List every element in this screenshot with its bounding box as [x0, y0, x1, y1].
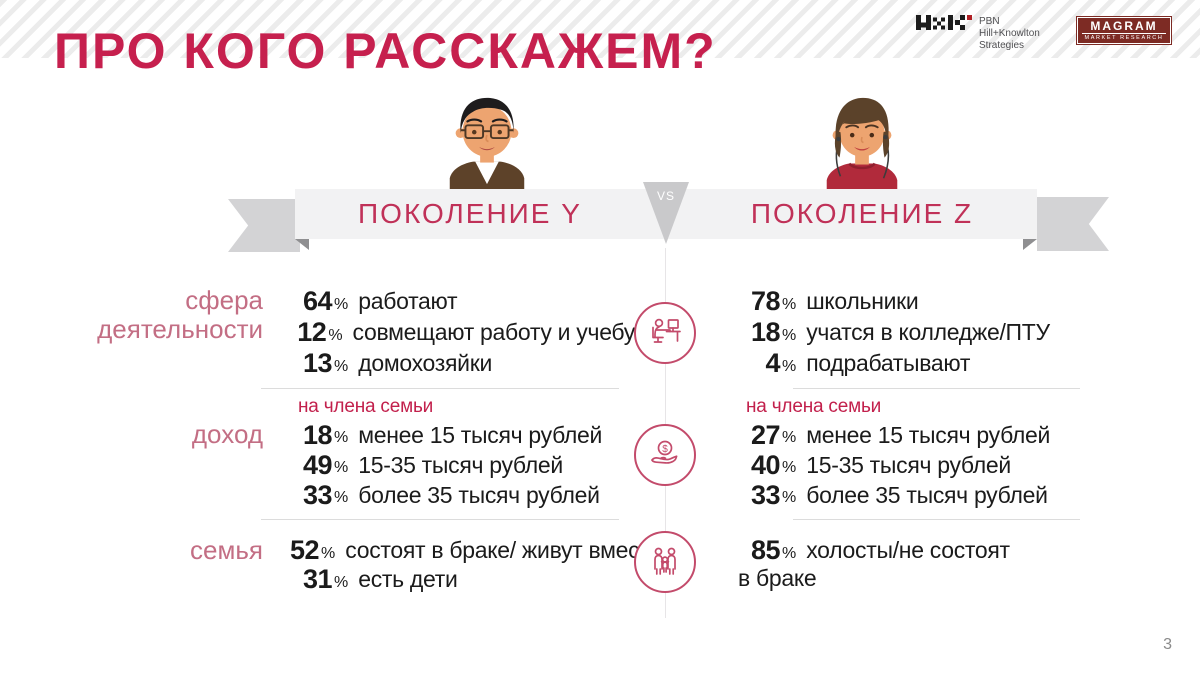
activity-stats-gen-y: 64% работают 12% совмещают работу и учебу …: [290, 286, 635, 379]
generation-y-label: ПОКОЛЕНИЕ Y: [358, 198, 582, 229]
income-note: на члена семьи: [746, 396, 882, 417]
stat-line: 27% менее 15 тысяч рублей: [750, 419, 1051, 450]
pbn-name: PBN: [979, 16, 1000, 27]
generation-z-label: ПОКОЛЕНИЕ Z: [750, 198, 974, 229]
svg-text:$: $: [662, 444, 668, 455]
divider-line: [793, 388, 1080, 389]
family-stats-gen-z: 85% холосты/не состоят в браке: [738, 535, 1083, 591]
page-title: ПРО КОГО РАССКАЖЕМ?: [54, 23, 717, 79]
page-number: 3: [1163, 636, 1172, 653]
magram-logo: MAGRAM MARKET RESEARCH: [1076, 16, 1172, 45]
stat-line: 12% совмещают работу и учебу: [297, 317, 635, 347]
ribbon-fold-right: [1023, 239, 1037, 250]
magram-name: MAGRAM: [1090, 18, 1158, 33]
generation-z-avatar: [826, 97, 898, 190]
vs-label: VS: [656, 189, 675, 203]
ribbon-tail-left: [228, 199, 300, 252]
pbn-line2: Hill+Knowlton: [979, 28, 1040, 39]
pbn-red-square: [967, 15, 972, 20]
pbn-logo-text: PBN Hill+Knowlton Strategies: [979, 15, 1040, 52]
income-stats-gen-z: на члена семьи 27% менее 15 тысяч рублей …: [738, 396, 1083, 510]
family-icon: [634, 531, 696, 593]
divider-line: [261, 519, 619, 520]
pbn-line3: Strategies: [979, 40, 1025, 51]
ribbon-tail-right: [1037, 197, 1109, 251]
income-note: на члена семьи: [298, 396, 434, 417]
ribbon-fold-left: [295, 239, 309, 250]
stat-line: 64% работают: [302, 286, 458, 316]
stat-line-wrap: в браке: [738, 565, 817, 591]
stat-line: 49% 15-35 тысяч рублей: [302, 449, 563, 480]
stat-line: 52% состоят в браке/ живут вместе: [290, 535, 662, 565]
stat-line: 85% холосты/не состоят: [750, 535, 1010, 565]
pbn-logo: PBN Hill+Knowlton Strategies: [916, 15, 1040, 52]
stat-line: 78% школьники: [750, 286, 919, 316]
generation-y-avatar: [449, 97, 525, 190]
stat-line: 13% домохозяйки: [302, 348, 493, 378]
stat-line: 18% менее 15 тысяч рублей: [302, 419, 603, 450]
family-section-label: семья: [190, 535, 263, 565]
person-at-desk-icon: [634, 302, 696, 364]
stat-line: 18% учатся в колледже/ПТУ: [750, 317, 1050, 347]
divider-line: [261, 388, 619, 389]
divider-line: [793, 519, 1080, 520]
magram-subtitle: MARKET RESEARCH: [1081, 32, 1167, 42]
stat-line: 40% 15-35 тысяч рублей: [750, 449, 1011, 480]
stat-line: 33% более 35 тысяч рублей: [750, 479, 1048, 510]
activity-section-label: сфера деятельности: [97, 285, 263, 344]
income-section-label: доход: [191, 419, 263, 449]
stat-line: 33% более 35 тысяч рублей: [302, 479, 600, 510]
stat-line: 31% есть дети: [302, 564, 458, 594]
stat-line: 4% подрабатывают: [765, 348, 971, 378]
hk-checkered-icon: [916, 15, 972, 30]
activity-stats-gen-z: 78% школьники 18% учатся в колледже/ПТУ 4%…: [738, 286, 1083, 379]
header-stripe-band: [0, 0, 1200, 58]
income-stats-gen-y: на члена семьи 18% менее 15 тысяч рублей …: [290, 396, 635, 510]
family-stats-gen-y: 52% состоят в браке/ живут вместе 31% есть…: [290, 535, 662, 594]
money-in-hand-icon: $: [634, 424, 696, 486]
